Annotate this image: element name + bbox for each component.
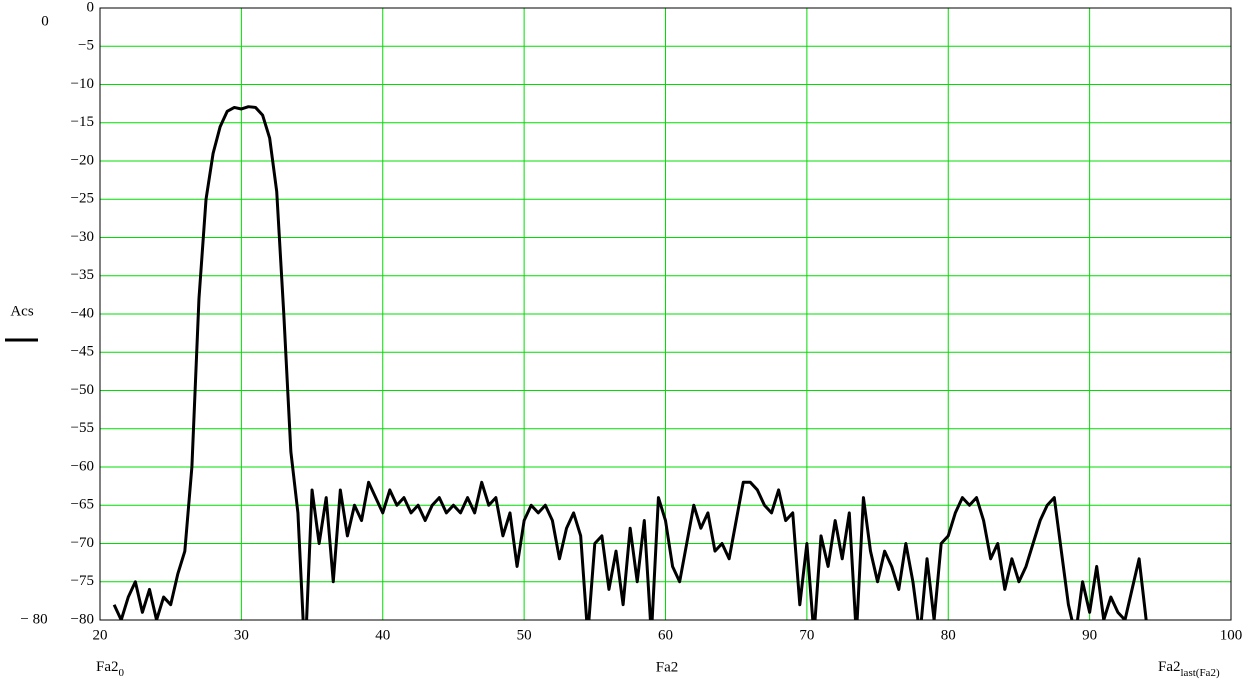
x-tick-label: 80 bbox=[941, 627, 956, 643]
x-tick-label: 30 bbox=[234, 627, 249, 643]
x-axis-left-label: Fa20 bbox=[96, 659, 125, 678]
y-tick-label: −50 bbox=[71, 382, 94, 398]
x-tick-label: 60 bbox=[658, 627, 673, 643]
label-subscript: 0 bbox=[119, 667, 125, 679]
x-tick-label: 50 bbox=[517, 627, 532, 643]
x-axis-right-label: Fa2last(Fa2) bbox=[1158, 659, 1220, 678]
x-tick-label: 40 bbox=[375, 627, 390, 643]
x-tick-label: 70 bbox=[799, 627, 814, 643]
y-tick-label: −45 bbox=[71, 344, 94, 360]
y-tick-label: −60 bbox=[71, 458, 94, 474]
data-line bbox=[112, 105, 1148, 620]
y-tick-label: 0 bbox=[87, 0, 95, 15]
y-tick-label: −70 bbox=[71, 535, 94, 551]
x-axis-label: Fa2 bbox=[656, 659, 679, 675]
x-tick-label: 20 bbox=[93, 627, 108, 643]
x-tick-label: 100 bbox=[1220, 627, 1243, 643]
label-text: Fa2 bbox=[1158, 659, 1181, 675]
y-tick-label: −75 bbox=[71, 573, 94, 589]
y-axis-label: Acs bbox=[10, 303, 33, 319]
y-tick-label: −30 bbox=[71, 229, 94, 245]
y-tick-label: −15 bbox=[71, 114, 94, 130]
label-text: Fa2 bbox=[96, 659, 119, 675]
y-tick-label: −20 bbox=[71, 152, 94, 168]
y-tick-label: −10 bbox=[71, 76, 94, 92]
y-tick-label: −40 bbox=[71, 305, 94, 321]
y-tick-label: −5 bbox=[78, 38, 94, 54]
plot-frame bbox=[99, 7, 1232, 621]
y-tick-label: −25 bbox=[71, 191, 94, 207]
y-tick-label: −35 bbox=[71, 267, 94, 283]
y-tick-label: −55 bbox=[71, 420, 94, 436]
x-tick-label: 90 bbox=[1082, 627, 1097, 643]
y-tick-label: −65 bbox=[71, 497, 94, 513]
y-tick-label: −80 bbox=[71, 611, 94, 627]
y-top-limit: 0 bbox=[41, 13, 49, 29]
y-bottom-limit: − 80 bbox=[20, 611, 47, 627]
label-subscript: last(Fa2) bbox=[1181, 667, 1220, 679]
